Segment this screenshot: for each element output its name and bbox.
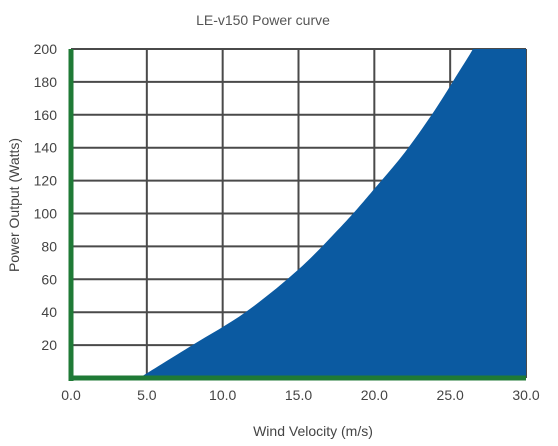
- x-tick-label: 10.0: [209, 387, 236, 403]
- y-tick-label: 40: [41, 304, 57, 320]
- y-tick-label: 100: [34, 206, 58, 222]
- x-tick-label: 20.0: [361, 387, 388, 403]
- x-axis-title: Wind Velocity (m/s): [253, 423, 373, 439]
- x-tick-label: 0.0: [61, 387, 81, 403]
- y-axis-title: Power Output (Watts): [6, 138, 22, 272]
- tick-labels: 0.0 5.0 10.0 15.0 20.0 25.0 30.0 20 40 60 80 100 120…: [34, 41, 540, 403]
- y-tick-label: 120: [34, 173, 58, 189]
- y-tick-label: 160: [34, 107, 58, 123]
- data-area-layer: [139, 49, 526, 378]
- y-tick-label: 140: [34, 140, 58, 156]
- y-tick-label: 60: [41, 271, 57, 287]
- y-tick-label: 200: [34, 41, 58, 57]
- x-tick-label: 15.0: [285, 387, 312, 403]
- y-tick-label: 80: [41, 238, 57, 254]
- x-tick-label: 5.0: [137, 387, 157, 403]
- y-tick-label: 20: [41, 337, 57, 353]
- power-curve-area: [139, 49, 526, 378]
- x-tick-label: 25.0: [437, 387, 464, 403]
- axes: [68, 49, 526, 381]
- x-tick-label: 30.0: [512, 387, 539, 403]
- chart-title: LE-v150 Power curve: [196, 12, 330, 28]
- y-tick-label: 180: [34, 74, 58, 90]
